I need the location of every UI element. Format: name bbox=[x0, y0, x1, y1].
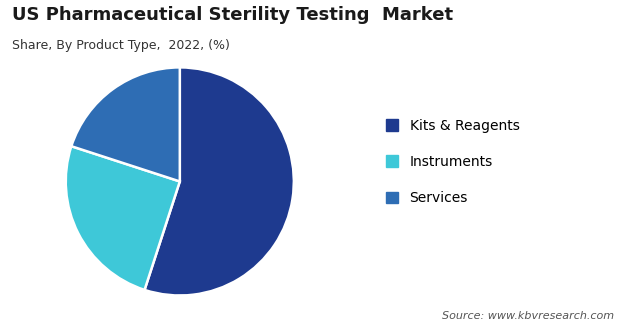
Wedge shape bbox=[66, 146, 180, 290]
Legend: Kits & Reagents, Instruments, Services: Kits & Reagents, Instruments, Services bbox=[379, 112, 526, 212]
Wedge shape bbox=[144, 67, 294, 295]
Text: Source: www.kbvresearch.com: Source: www.kbvresearch.com bbox=[441, 311, 614, 321]
Text: Share, By Product Type,  2022, (%): Share, By Product Type, 2022, (%) bbox=[12, 39, 230, 52]
Wedge shape bbox=[71, 67, 180, 181]
Text: US Pharmaceutical Sterility Testing  Market: US Pharmaceutical Sterility Testing Mark… bbox=[12, 6, 453, 25]
